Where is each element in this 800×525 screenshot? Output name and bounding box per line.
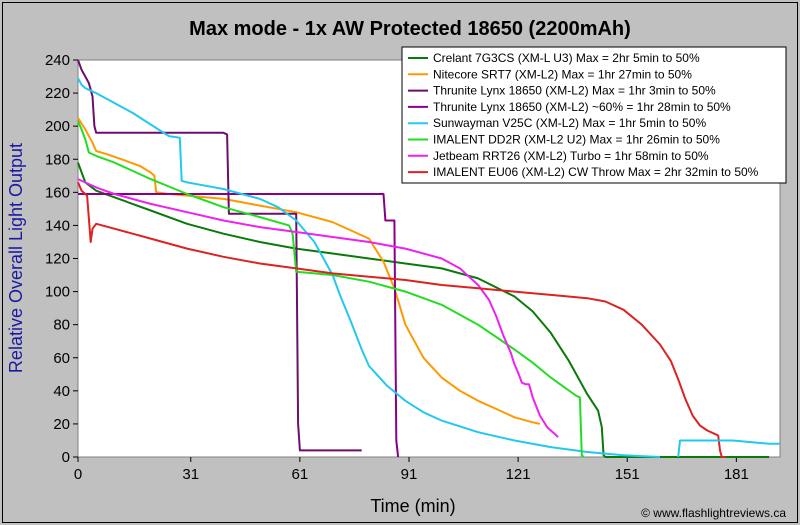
chart-title: Max mode - 1x AW Protected 18650 (2200mA… [189, 18, 631, 40]
legend-entry: Sunwayman V25C (XM-L2) Max = 1hr 5min to… [433, 116, 706, 130]
legend: Crelant 7G3CS (XM-L U3) Max = 2hr 5min t… [401, 46, 787, 184]
y-tick-label: 140 [45, 217, 70, 234]
x-tick-label: 181 [724, 466, 749, 483]
series-group [77, 59, 780, 458]
legend-entry: Jetbeam RRT26 (XM-L2) Turbo = 1hr 58min … [433, 149, 709, 163]
y-tick-label: 220 [45, 85, 70, 102]
y-axis-label: Relative Overall Light Output [6, 143, 26, 373]
series-line-4 [78, 193, 400, 458]
legend-entry: IMALENT EU06 (XM-L2) CW Throw Max = 2hr … [433, 165, 759, 179]
y-tick-label: 60 [53, 350, 70, 367]
x-tick-label: 151 [615, 466, 640, 483]
axis-ticks: 0 20 40 60 80 100 120 140 160 180 200 220 240 0 31 61 91… [45, 52, 749, 483]
series-line-2 [77, 117, 541, 425]
series-line-8 [77, 182, 726, 458]
series-line-7 [77, 178, 559, 438]
x-axis-label: Time (min) [370, 496, 455, 516]
legend-entry: Thrunite Lynx 18650 (XM-L2) ~60% = 1hr 2… [433, 100, 731, 114]
y-tick-label: 180 [45, 151, 70, 168]
y-tick-label: 40 [53, 383, 70, 400]
series-line-1 [77, 162, 770, 458]
legend-entry: Thrunite Lynx 18650 (XM-L2) Max = 1hr 3m… [433, 84, 716, 98]
y-tick-label: 120 [45, 251, 70, 268]
x-tick-label: 61 [292, 466, 309, 483]
x-tick-label: 31 [182, 466, 199, 483]
series-line-9 [677, 439, 780, 458]
y-tick-label: 0 [62, 449, 70, 466]
legend-entry: Nitecore SRT7 (XM-L2) Max = 1hr 27min to… [433, 67, 692, 81]
y-tick-label: 100 [45, 284, 70, 301]
y-tick-label: 240 [45, 52, 70, 69]
y-tick-label: 200 [45, 118, 70, 135]
x-tick-label: 91 [401, 466, 418, 483]
series-line-3 [77, 59, 362, 452]
series-line-5 [77, 77, 661, 458]
legend-entry: Crelant 7G3CS (XM-L U3) Max = 2hr 5min t… [433, 51, 700, 65]
y-tick-label: 20 [53, 416, 70, 433]
legend-box [401, 46, 787, 184]
x-tick-label: 121 [506, 466, 531, 483]
series-line-6 [77, 120, 585, 458]
x-tick-label: 0 [74, 466, 82, 483]
y-tick-label: 80 [53, 317, 70, 334]
credit-text: © www.flashlightreviews.ca [641, 506, 786, 520]
y-tick-label: 160 [45, 184, 70, 201]
legend-entry: IMALENT DD2R (XM-L2 U2) Max = 1hr 26min … [433, 133, 720, 147]
